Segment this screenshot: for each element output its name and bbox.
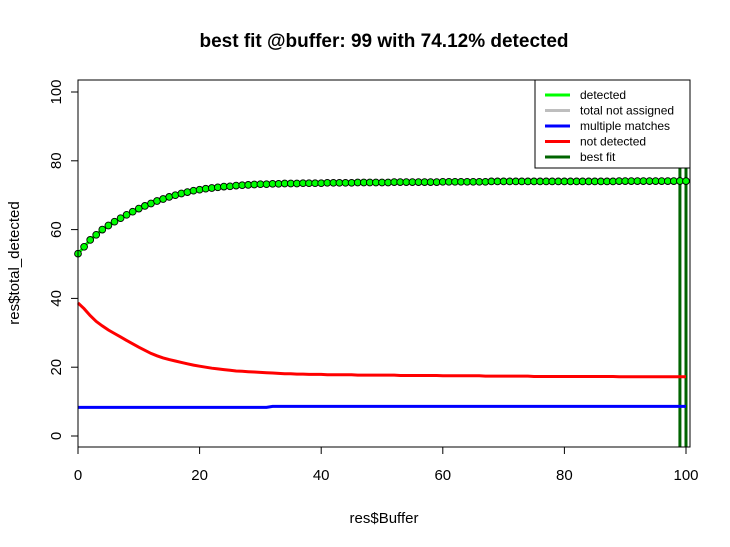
data-point <box>195 185 204 194</box>
legend-item: multiple matches <box>545 119 670 133</box>
plot-area <box>74 80 690 447</box>
legend-label: not detected <box>580 135 646 149</box>
legend-item: not detected <box>545 135 646 149</box>
series-multiple-matches <box>78 404 686 409</box>
data-point <box>80 242 88 251</box>
legend-label: detected <box>580 88 626 102</box>
x-axis: 0 20 40 60 80 100 <box>74 446 699 484</box>
y-tick-label: 60 <box>48 221 65 238</box>
x-tick-label: 60 <box>434 467 451 484</box>
x-tick-label: 0 <box>74 467 82 484</box>
y-axis: 0 20 40 60 80 100 <box>48 79 79 440</box>
series-not-detected <box>76 301 686 379</box>
legend-item: detected <box>545 88 626 102</box>
y-tick-label: 20 <box>48 359 65 376</box>
data-point <box>128 207 137 216</box>
data-point <box>104 221 113 230</box>
legend-label: multiple matches <box>580 119 670 133</box>
data-point <box>116 214 125 223</box>
data-point <box>86 236 95 244</box>
data-point <box>110 217 119 226</box>
x-tick-label: 20 <box>191 467 208 484</box>
legend-item: best fit <box>545 150 616 164</box>
legend-label: total not assigned <box>580 104 674 118</box>
series-line <box>76 301 686 379</box>
legend-item: total not assigned <box>545 104 674 118</box>
data-point <box>682 177 690 185</box>
chart-title: best fit @buffer: 99 with 74.12% detecte… <box>199 31 568 52</box>
x-axis-label: res$Buffer <box>350 510 419 527</box>
series-line <box>78 404 686 409</box>
y-axis-label: res$total_detected <box>6 201 23 324</box>
data-point <box>189 186 198 195</box>
x-tick-label: 80 <box>556 467 573 484</box>
y-tick-label: 40 <box>48 290 65 307</box>
series-line <box>76 179 687 255</box>
y-tick-label: 80 <box>48 152 65 169</box>
series-detected <box>74 177 690 258</box>
legend-label: best fit <box>580 150 616 164</box>
x-tick-label: 40 <box>313 467 330 484</box>
data-point <box>98 225 107 234</box>
data-point <box>122 210 131 219</box>
data-point <box>92 230 101 239</box>
y-tick-label: 0 <box>48 432 65 440</box>
y-tick-label: 100 <box>48 79 65 104</box>
x-tick-label: 100 <box>673 467 698 484</box>
